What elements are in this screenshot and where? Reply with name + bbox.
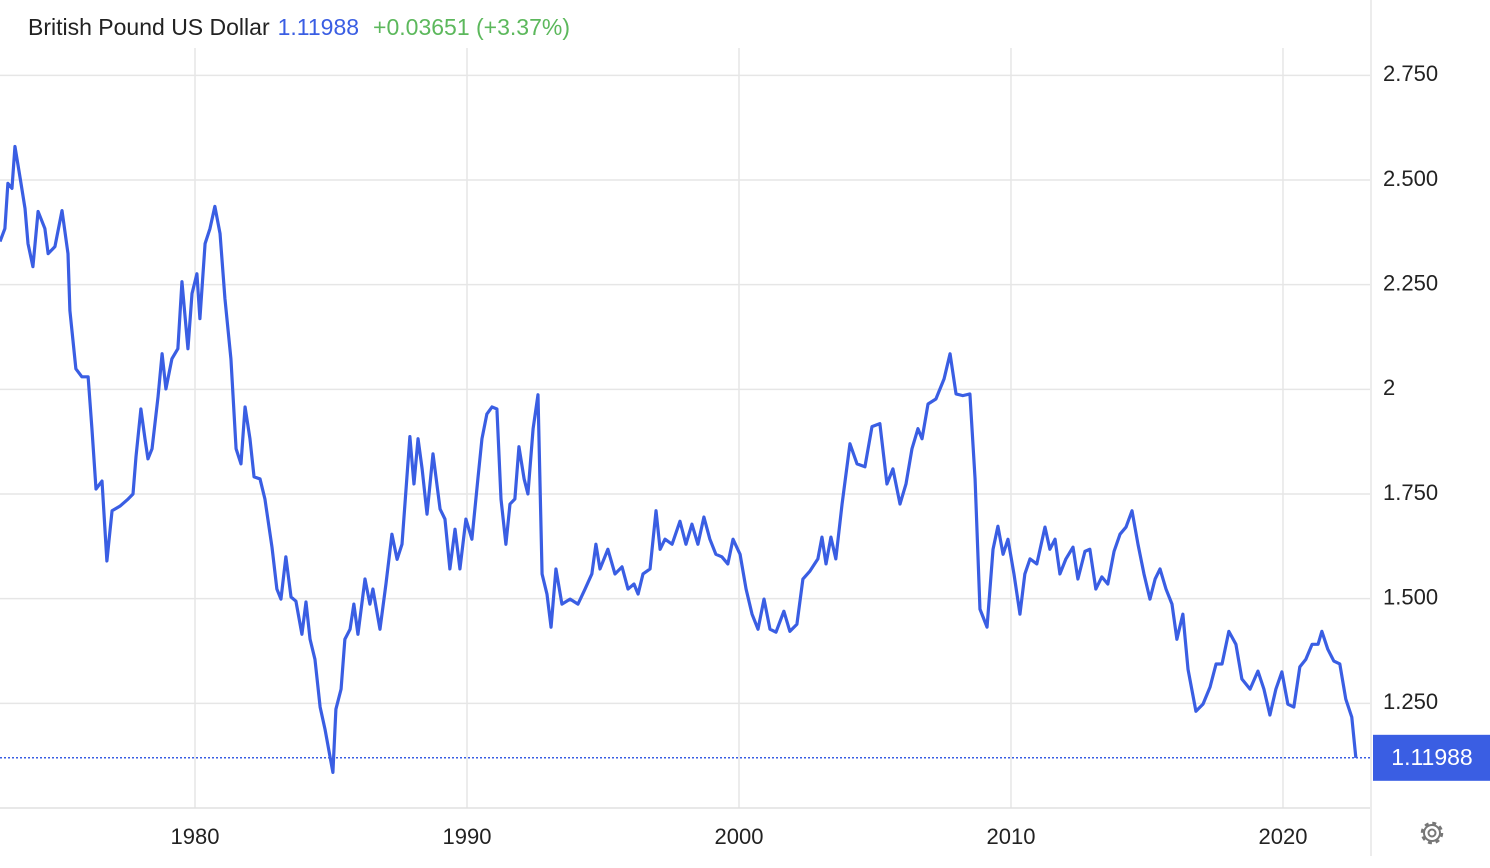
y-tick-label: 2.500 bbox=[1383, 166, 1438, 191]
y-tick-label: 1.500 bbox=[1383, 584, 1438, 609]
x-tick-label: 1980 bbox=[171, 824, 220, 849]
price-badge bbox=[1373, 734, 1490, 781]
chart-title: British Pound US Dollar bbox=[28, 14, 270, 40]
x-tick-label: 2000 bbox=[715, 824, 764, 849]
price-line-series bbox=[0, 144, 1358, 775]
price-badge-label: 1.11988 bbox=[1391, 744, 1472, 770]
y-tick-label: 2.750 bbox=[1383, 61, 1438, 86]
y-tick-label: 2.250 bbox=[1383, 270, 1438, 295]
settings-icon[interactable] bbox=[1420, 821, 1444, 845]
y-tick-label: 2 bbox=[1383, 375, 1395, 400]
header: British Pound US Dollar 1.11988 +0.03651 (… bbox=[28, 14, 570, 40]
x-tick-label: 2020 bbox=[1258, 824, 1307, 849]
last-price: 1.11988 bbox=[278, 14, 359, 40]
price-change: +0.03651 (+3.37%) bbox=[373, 14, 570, 40]
y-tick-label: 1.750 bbox=[1383, 480, 1438, 505]
x-tick-label: 2010 bbox=[987, 824, 1036, 849]
x-tick-label: 1990 bbox=[443, 824, 492, 849]
y-tick-label: 1.250 bbox=[1383, 689, 1438, 714]
